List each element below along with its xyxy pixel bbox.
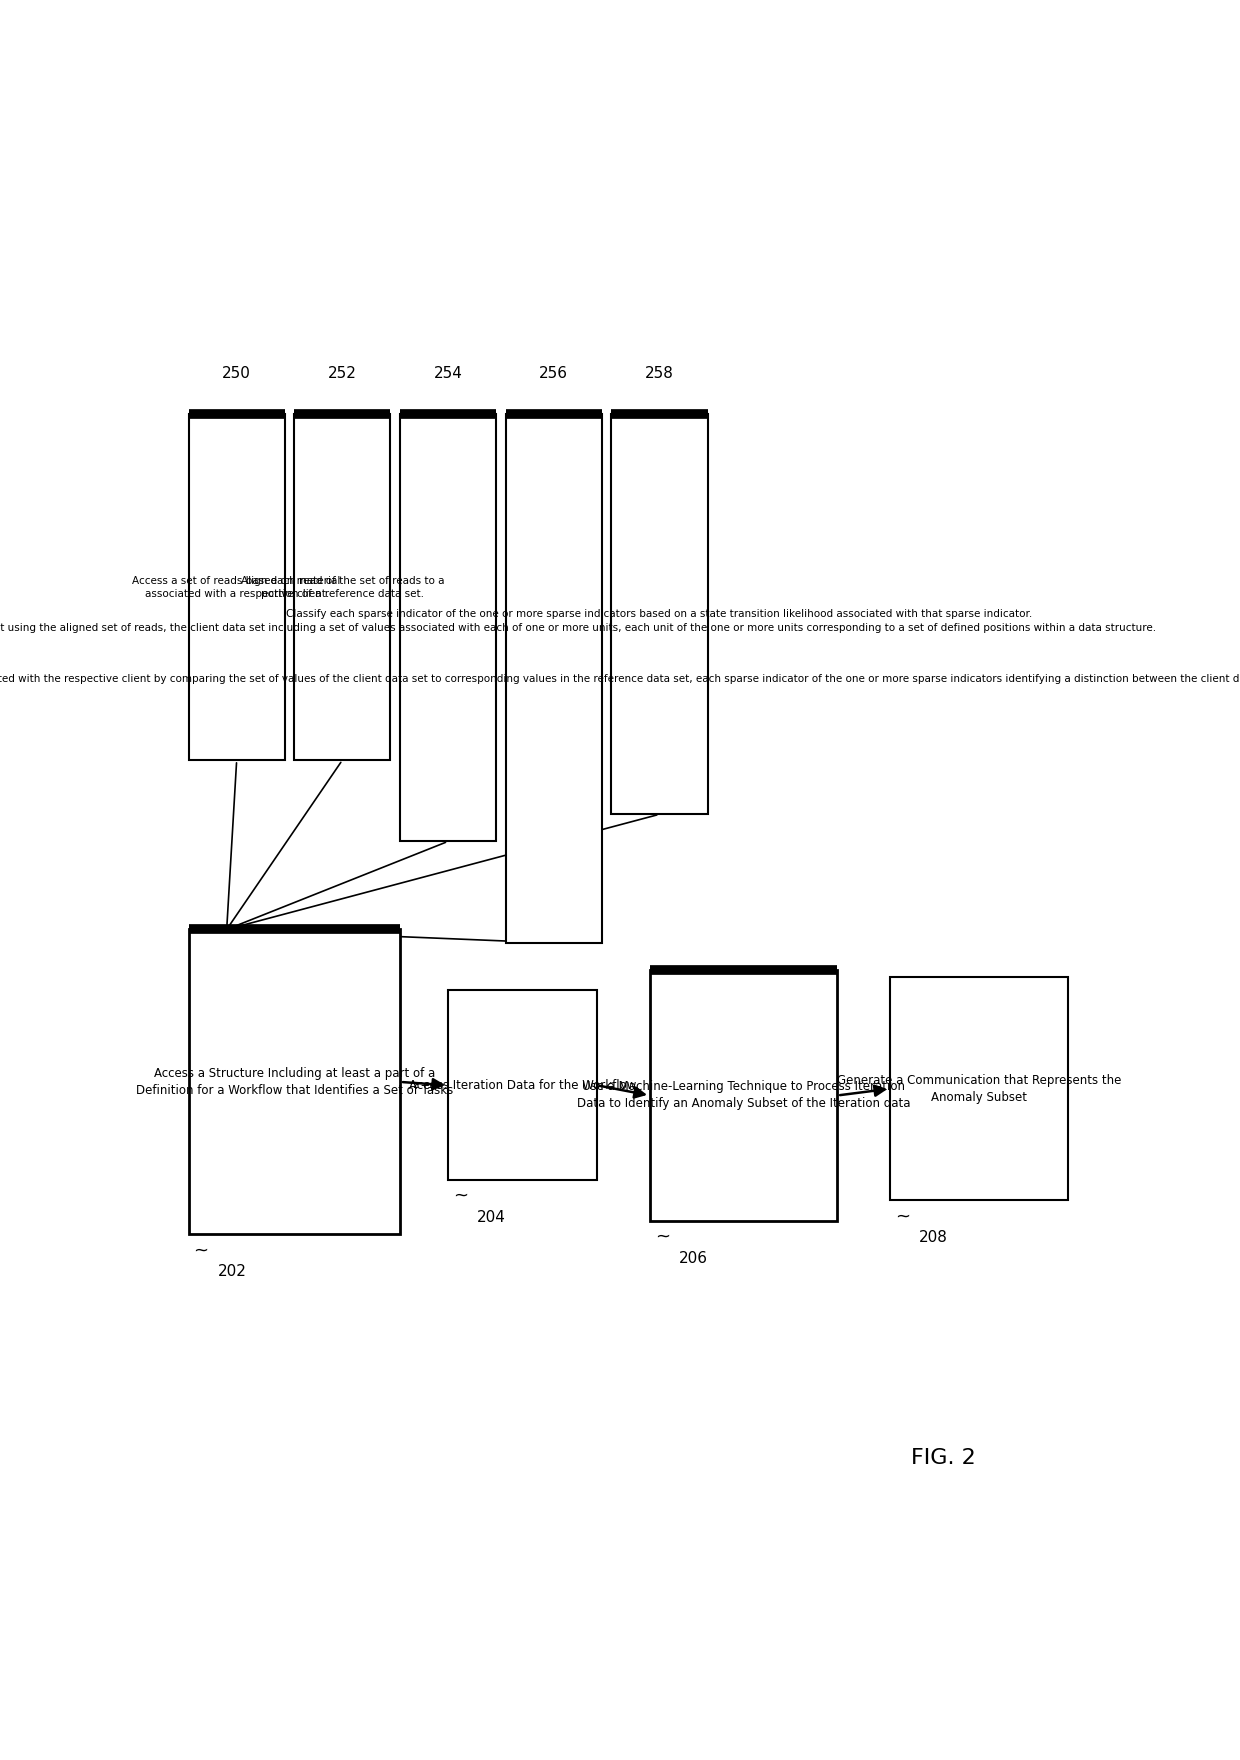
Bar bbox=[611, 414, 708, 815]
Bar bbox=[650, 970, 837, 1221]
Text: ~: ~ bbox=[453, 1186, 467, 1206]
Bar bbox=[188, 929, 401, 1234]
Text: Generate a Communication that Represents the
Anomaly Subset: Generate a Communication that Represents… bbox=[837, 1074, 1121, 1104]
Text: ~: ~ bbox=[655, 1228, 670, 1246]
Text: 252: 252 bbox=[327, 366, 357, 380]
Bar bbox=[188, 414, 285, 760]
Text: Use a Machine-Learning Technique to Process Iteration
Data to Identify an Anomal: Use a Machine-Learning Technique to Proc… bbox=[577, 1081, 910, 1111]
Text: 256: 256 bbox=[539, 366, 568, 380]
Bar bbox=[401, 414, 496, 841]
Bar bbox=[448, 991, 596, 1181]
Bar bbox=[506, 414, 601, 943]
Text: 208: 208 bbox=[919, 1230, 947, 1246]
Text: 202: 202 bbox=[217, 1264, 247, 1280]
Text: Access a Structure Including at least a part of a
Definition for a Workflow that: Access a Structure Including at least a … bbox=[135, 1067, 453, 1096]
Text: 250: 250 bbox=[222, 366, 252, 380]
Text: Generate a client data set for the respective client using the aligned set of re: Generate a client data set for the respe… bbox=[0, 623, 1156, 634]
Text: Access Iteration Data for the Workflow: Access Iteration Data for the Workflow bbox=[409, 1079, 636, 1091]
Text: 254: 254 bbox=[434, 366, 463, 380]
Text: Detect a presence of one or more sparse indicators associated with the respectiv: Detect a presence of one or more sparse … bbox=[0, 674, 1240, 683]
Bar bbox=[294, 414, 391, 760]
Text: Align each read of the set of reads to a
portion of a reference data set.: Align each read of the set of reads to a… bbox=[241, 576, 444, 598]
Text: Classify each sparse indicator of the one or more sparse indicators based on a s: Classify each sparse indicator of the on… bbox=[286, 609, 1033, 620]
Bar bbox=[890, 977, 1068, 1200]
Text: Access a set of reads based on material
associated with a respective client.: Access a set of reads based on material … bbox=[133, 576, 341, 598]
Text: 206: 206 bbox=[678, 1251, 708, 1265]
Text: 258: 258 bbox=[645, 366, 675, 380]
Text: FIG. 2: FIG. 2 bbox=[910, 1448, 976, 1468]
Text: ~: ~ bbox=[895, 1207, 910, 1225]
Text: 204: 204 bbox=[477, 1209, 506, 1225]
Text: ~: ~ bbox=[193, 1241, 208, 1258]
